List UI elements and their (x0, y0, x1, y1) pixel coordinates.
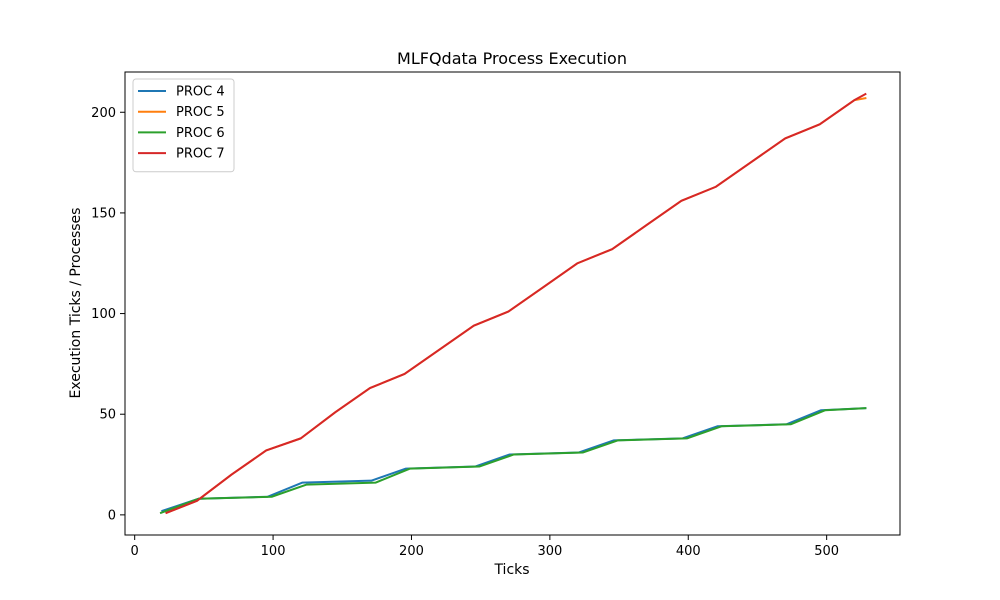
legend-label: PROC 5 (176, 105, 225, 120)
x-tick-label: 0 (131, 544, 139, 559)
x-tick-label: 200 (399, 544, 424, 559)
plot-frame (124, 71, 901, 536)
y-tick-label: 0 (108, 508, 116, 523)
series-lines (159, 92, 867, 515)
y-tick-label: 150 (91, 206, 116, 221)
legend: PROC 4 PROC 5 PROC 6 PROC 7 (132, 78, 235, 173)
chart-title: MLFQdata Process Execution (397, 49, 627, 68)
x-tick-label: 100 (261, 544, 286, 559)
legend-label: PROC 6 (176, 126, 225, 141)
y-tick-label: 50 (99, 408, 116, 423)
legend-box (132, 78, 235, 173)
legend-label: PROC 4 (176, 85, 225, 100)
series-line-proc-7 (165, 92, 867, 515)
x-axis-ticks: 0 100 200 300 400 500 (131, 535, 839, 559)
x-tick-label: 300 (537, 544, 562, 559)
legend-label: PROC 7 (176, 147, 225, 162)
series-line-proc-6 (159, 407, 867, 515)
x-tick-label: 400 (676, 544, 701, 559)
y-axis-label: Execution Ticks / Processes (68, 208, 84, 399)
y-axis-ticks: 0 50 100 150 200 (91, 106, 125, 523)
x-tick-label: 500 (814, 544, 839, 559)
y-tick-label: 100 (91, 307, 116, 322)
x-axis-label: Ticks (493, 562, 529, 578)
y-tick-label: 200 (91, 106, 116, 121)
